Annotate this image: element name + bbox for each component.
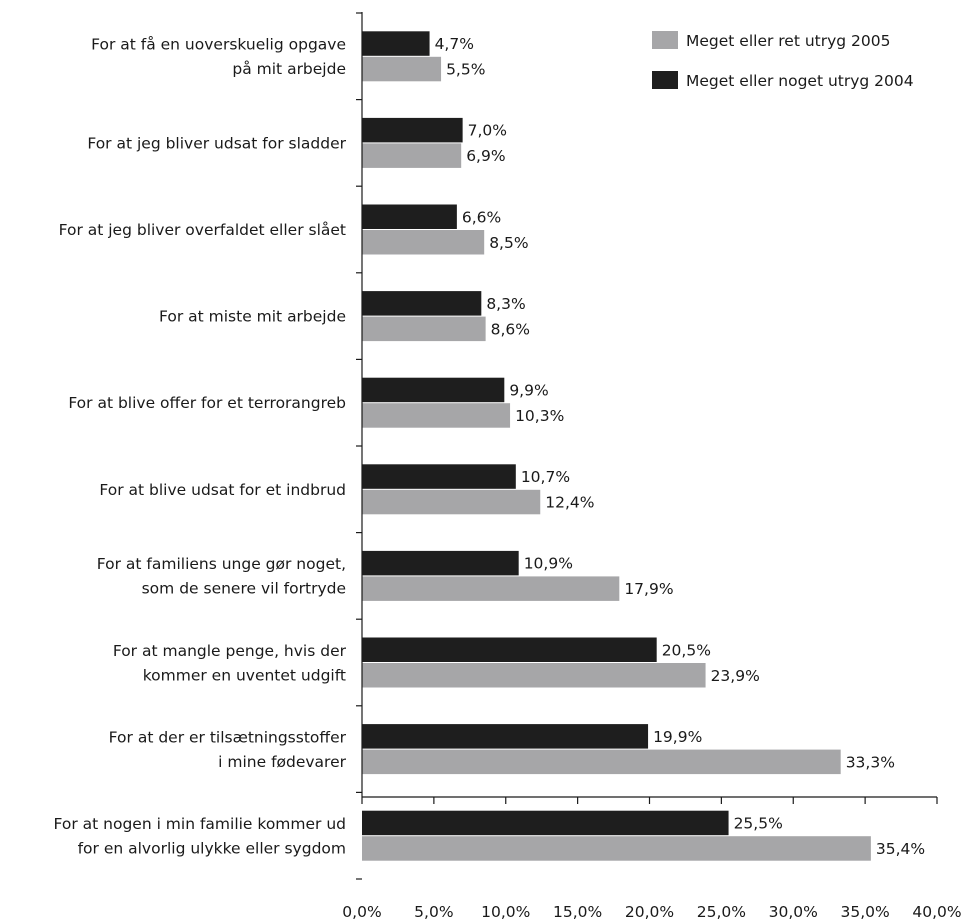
value-label-2005-2: 8,5% <box>489 234 528 252</box>
bar-2005-9 <box>362 836 871 861</box>
value-label-2005-1: 6,9% <box>466 147 505 165</box>
x-tick-label-8: 40,0% <box>912 903 961 920</box>
category-label-2-line-0: For at jeg bliver overfaldet eller slået <box>59 221 346 239</box>
x-tick-label-6: 30,0% <box>769 903 818 920</box>
bar-2005-3 <box>362 316 486 342</box>
value-label-2005-0: 5,5% <box>446 61 485 79</box>
value-label-2005-6: 17,9% <box>624 580 673 598</box>
value-label-2004-3: 8,3% <box>486 295 525 313</box>
value-label-2004-6: 10,9% <box>524 555 573 573</box>
category-label-5-line-0: For at blive udsat for et indbrud <box>99 481 346 499</box>
x-tick-label-2: 10,0% <box>481 903 530 920</box>
legend-swatch-0 <box>652 31 678 49</box>
value-label-2004-0: 4,7% <box>435 35 474 53</box>
category-label-4-line-0: For at blive offer for et terrorangreb <box>68 394 346 412</box>
category-label-0-line-0: For at få en uoverskuelig opgave <box>91 36 346 54</box>
x-tick-label-4: 20,0% <box>625 903 674 920</box>
legend-swatch-1 <box>652 71 678 89</box>
bar-2004-8 <box>362 724 649 749</box>
value-label-2005-7: 23,9% <box>711 667 760 685</box>
category-label-1-line-0: For at jeg bliver udsat for sladder <box>87 134 346 152</box>
bar-2005-0 <box>362 56 442 82</box>
category-labels-layer: For at få en uoverskuelig opgave på mit a… <box>53 36 346 858</box>
category-label-7-line-0: For at mangle penge, hvis der <box>113 642 347 660</box>
legend-label-1: Meget eller noget utryg 2004 <box>686 72 914 90</box>
bar-2004-3 <box>362 291 482 316</box>
category-label-9-line-1: for en alvorlig ulykke eller sygdom <box>78 839 346 857</box>
legend: Meget eller ret utryg 2005 Meget eller no… <box>652 31 914 90</box>
value-label-2005-9: 35,4% <box>876 840 925 858</box>
bar-2005-6 <box>362 576 620 601</box>
bar-2004-7 <box>362 637 657 662</box>
bar-2005-8 <box>362 749 841 775</box>
value-label-2005-3: 8,6% <box>491 320 530 338</box>
bar-2004-2 <box>362 204 457 229</box>
x-tick-label-3: 15,0% <box>553 903 602 920</box>
value-label-2005-8: 33,3% <box>846 753 895 771</box>
category-label-3-line-0: For at miste mit arbejde <box>159 308 346 326</box>
bar-2004-5 <box>362 464 516 489</box>
axes-layer: 0,0% 5,0% 10,0% 15,0% 20,0% 25,0% 30,0% 35,0% 40… <box>342 12 962 920</box>
value-label-2005-4: 10,3% <box>515 407 564 425</box>
bar-2005-2 <box>362 230 485 255</box>
bar-2005-4 <box>362 403 511 428</box>
value-labels-layer: 4,7% 5,5% 7,0% 6,9% 6,6% 8,5% 8,3% 8,6% 9,9% 10,3… <box>435 35 926 858</box>
x-tick-label-5: 25,0% <box>697 903 746 920</box>
bar-2005-5 <box>362 489 541 515</box>
category-label-8-line-0: For at der er tilsætningsstoffer <box>109 728 347 746</box>
value-label-2004-8: 19,9% <box>653 728 702 746</box>
category-label-6-line-0: For at familiens unge gør noget, <box>97 555 346 573</box>
bar-2004-0 <box>362 31 430 56</box>
category-label-0-line-1: på mit arbejde <box>232 60 346 78</box>
bar-2004-4 <box>362 377 505 403</box>
x-tick-label-0: 0,0% <box>342 903 381 920</box>
bar-2005-1 <box>362 143 462 168</box>
category-label-6-line-1: som de senere vil fortryde <box>142 580 346 598</box>
bar-2005-7 <box>362 663 706 688</box>
value-label-2004-2: 6,6% <box>462 208 501 226</box>
category-label-7-line-1: kommer en uventet udgift <box>143 666 346 684</box>
bar-2004-6 <box>362 550 519 576</box>
bar-2004-9 <box>362 810 729 836</box>
category-label-8-line-1: i mine fødevarer <box>218 753 346 771</box>
value-label-2004-7: 20,5% <box>662 641 711 659</box>
x-tick-label-1: 5,0% <box>414 903 453 920</box>
value-label-2005-5: 12,4% <box>545 494 594 512</box>
bar-2004-1 <box>362 117 463 143</box>
value-label-2004-1: 7,0% <box>468 122 507 140</box>
bars-layer <box>362 31 871 861</box>
x-tick-label-7: 35,0% <box>841 903 890 920</box>
legend-label-0: Meget eller ret utryg 2005 <box>686 32 891 50</box>
value-label-2004-4: 9,9% <box>509 381 548 399</box>
value-label-2004-5: 10,7% <box>521 468 570 486</box>
value-label-2004-9: 25,5% <box>734 814 783 832</box>
category-label-9-line-0: For at nogen i min familie kommer ud <box>53 815 346 833</box>
